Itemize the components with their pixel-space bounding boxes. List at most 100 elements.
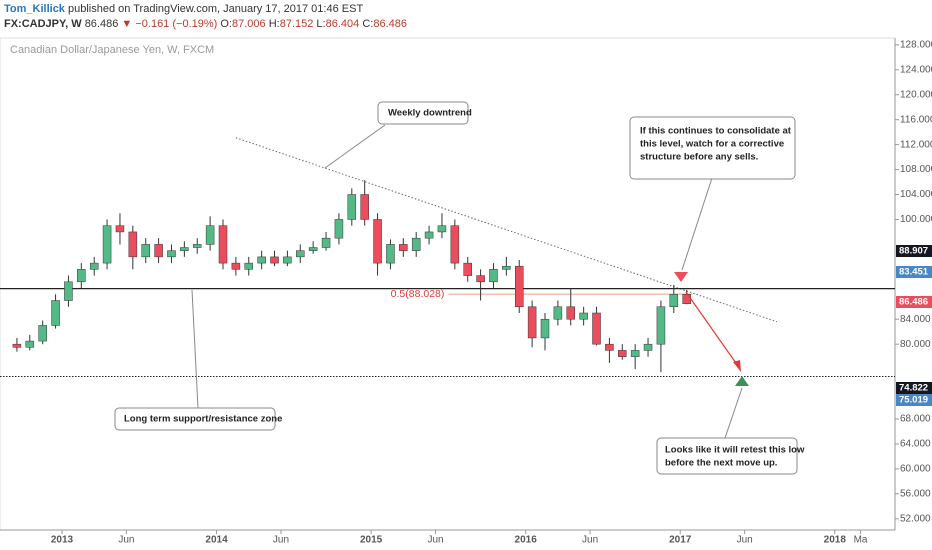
ohlc-2-value: 86.404 bbox=[326, 18, 360, 30]
price-label-box bbox=[896, 382, 932, 394]
candle-body bbox=[347, 194, 357, 220]
candle-body bbox=[630, 350, 640, 357]
candle-body bbox=[399, 244, 408, 251]
candle-body bbox=[682, 294, 691, 304]
candle-body bbox=[218, 225, 228, 264]
candle-body bbox=[128, 231, 138, 258]
callout-pointer bbox=[191, 289, 199, 409]
candle-body bbox=[51, 300, 60, 326]
candle-body bbox=[527, 306, 537, 339]
symbol: FX:CADJPY, W bbox=[4, 18, 82, 30]
symbol-line: FX:CADJPY, W 86.486 ▼ −0.161 (−0.19%) O:… bbox=[4, 18, 407, 30]
candle-body bbox=[489, 269, 498, 283]
annotation: this level, watch for a corrective bbox=[640, 139, 784, 150]
annotation: structure before any sells. bbox=[640, 152, 758, 163]
candle-body bbox=[360, 194, 369, 220]
x-tick-label: Jun bbox=[118, 535, 134, 546]
candle-body bbox=[514, 265, 524, 308]
x-tick-label: 2017 bbox=[669, 535, 692, 546]
price-label-box bbox=[896, 394, 932, 406]
chart-layer: 52.000 56.000 60.000 64.000 68.000 80.000 84.0… bbox=[0, 39, 932, 546]
candle-body bbox=[618, 350, 627, 357]
candle-body bbox=[141, 244, 150, 258]
sell-marker bbox=[674, 272, 688, 282]
x-tick-label: 2013 bbox=[51, 535, 74, 546]
price: 86.486 bbox=[85, 18, 119, 30]
candle-body bbox=[296, 250, 305, 258]
chart-title: Canadian Dollar/Japanese Yen, W, FXCM bbox=[10, 44, 214, 56]
candle-body bbox=[102, 225, 112, 264]
price-label: 83.451 bbox=[899, 267, 929, 278]
annotation-box bbox=[114, 407, 276, 431]
candle-body bbox=[180, 247, 189, 251]
candle-body bbox=[592, 312, 601, 345]
y-tick-label: 112.000 bbox=[900, 139, 932, 150]
x-tick-label: Ma bbox=[854, 535, 868, 546]
candle-body bbox=[669, 294, 679, 308]
ohlc-3-value: 86.486 bbox=[373, 18, 407, 30]
price-label: 75.019 bbox=[899, 395, 928, 406]
y-tick-label: 120.000 bbox=[900, 89, 932, 100]
y-tick-label: 104.000 bbox=[900, 189, 932, 200]
candle-body bbox=[463, 262, 472, 276]
y-tick-label: 60.000 bbox=[900, 464, 931, 475]
x-tick-label: 2018 bbox=[824, 535, 847, 546]
price-label-box bbox=[896, 296, 932, 308]
candle-body bbox=[64, 281, 73, 301]
candle-body bbox=[437, 225, 447, 233]
ohlc-0-value: 87.006 bbox=[232, 18, 266, 30]
x-tick-label: Jun bbox=[427, 535, 443, 546]
candle-body bbox=[334, 219, 344, 239]
candle-body bbox=[192, 244, 202, 248]
annotation-box bbox=[656, 437, 798, 475]
candle-body bbox=[566, 306, 576, 320]
candle-body bbox=[12, 343, 22, 348]
projection-arrowhead bbox=[733, 360, 741, 372]
candle-body bbox=[308, 247, 318, 251]
price-label-box bbox=[896, 245, 932, 257]
candle-body bbox=[553, 306, 563, 320]
candle-body bbox=[424, 231, 434, 239]
y-tick-label: 84.000 bbox=[900, 314, 931, 325]
candle-body bbox=[115, 225, 125, 233]
candle-body bbox=[540, 318, 550, 339]
annotation: Looks like it will retest this low bbox=[665, 445, 805, 456]
candle-body bbox=[154, 244, 163, 258]
candle-body bbox=[502, 265, 511, 270]
x-tick-label: 2016 bbox=[515, 535, 538, 546]
candle-body bbox=[205, 225, 215, 245]
candle-body bbox=[476, 275, 485, 283]
x-tick-label: 2014 bbox=[205, 535, 228, 546]
annotation: If this continues to consolidate at bbox=[640, 126, 792, 137]
annotation: Weekly downtrend bbox=[388, 108, 472, 119]
candle-body bbox=[77, 269, 86, 283]
ohlc-1-label: H: bbox=[269, 18, 280, 30]
y-tick-label: 64.000 bbox=[900, 439, 931, 450]
ohlc-0-label: O: bbox=[220, 18, 232, 30]
price-label: 86.486 bbox=[899, 297, 928, 308]
y-tick-label: 56.000 bbox=[900, 488, 931, 499]
y-tick-label: 52.000 bbox=[900, 513, 931, 524]
annotation: before the next move up. bbox=[665, 458, 777, 469]
candle-body bbox=[257, 256, 266, 264]
price-label: 88.907 bbox=[899, 246, 928, 257]
callout-pointer bbox=[724, 387, 743, 439]
candle-body bbox=[244, 262, 254, 270]
ohlc-2-label: L: bbox=[316, 18, 325, 30]
buy-marker bbox=[735, 376, 749, 386]
y-tick-label: 100.000 bbox=[900, 214, 932, 225]
candle-body bbox=[167, 250, 176, 258]
candle-body bbox=[231, 262, 241, 270]
y-tick-label: 108.000 bbox=[900, 164, 932, 175]
candle-body bbox=[386, 244, 395, 264]
x-tick-label: Jun bbox=[737, 535, 753, 546]
ohlc-3-label: C: bbox=[362, 18, 373, 30]
candle-body bbox=[89, 262, 99, 270]
candle-body bbox=[656, 306, 666, 345]
price-label: 74.822 bbox=[899, 383, 928, 394]
x-tick-label: Jun bbox=[273, 535, 289, 546]
header-line: Tom_Killick published on TradingView.com… bbox=[4, 3, 363, 15]
fib-label: 0.5(88.028) bbox=[391, 288, 445, 300]
